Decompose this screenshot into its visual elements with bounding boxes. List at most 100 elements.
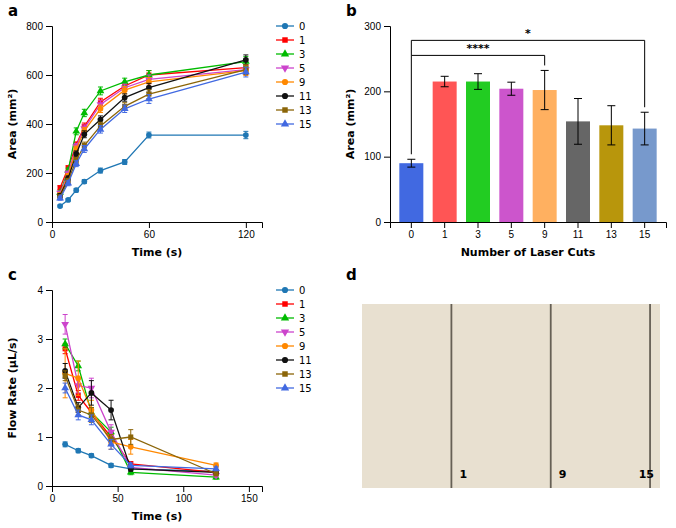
error-bar bbox=[109, 463, 114, 467]
series bbox=[56, 67, 250, 200]
axis-line bbox=[384, 27, 391, 223]
tick-label: 0 bbox=[37, 217, 43, 228]
point bbox=[107, 440, 115, 447]
tick-mark bbox=[511, 222, 512, 228]
error-bar bbox=[122, 94, 127, 101]
x-axis: 01359111315 bbox=[391, 222, 667, 240]
tick: 60 bbox=[144, 222, 156, 240]
point bbox=[121, 77, 129, 84]
cut-line bbox=[450, 304, 452, 488]
legend-marker bbox=[281, 66, 289, 73]
legend-marker bbox=[282, 79, 288, 85]
tick-mark bbox=[384, 91, 390, 92]
bar bbox=[466, 82, 490, 222]
point bbox=[88, 390, 94, 396]
tick-label: 5 bbox=[509, 229, 515, 240]
legend: 01359111315 bbox=[276, 285, 312, 394]
legend-item: 1 bbox=[276, 299, 305, 310]
tick-mark bbox=[644, 222, 645, 228]
tick-label: 120 bbox=[238, 229, 255, 240]
error-bar bbox=[89, 381, 94, 406]
tick: 15 bbox=[639, 222, 651, 240]
tick-label: 200 bbox=[26, 168, 43, 179]
error-bar bbox=[474, 74, 482, 90]
legend-item: 0 bbox=[276, 285, 305, 296]
y-axis-title: Area (mm²) bbox=[344, 89, 357, 159]
error-bar bbox=[407, 159, 415, 167]
panel-label: b bbox=[346, 2, 357, 20]
legend-item: 15 bbox=[276, 383, 312, 394]
y-axis: 0100200300 bbox=[364, 21, 390, 228]
point bbox=[108, 407, 114, 413]
point bbox=[127, 461, 135, 468]
series-line bbox=[65, 373, 216, 465]
point bbox=[214, 471, 219, 476]
point bbox=[145, 95, 153, 102]
error-bar bbox=[243, 55, 248, 65]
tick: 600 bbox=[26, 70, 52, 81]
error-bar bbox=[146, 132, 151, 138]
legend-marker bbox=[282, 23, 288, 29]
legend-item: 11 bbox=[276, 355, 312, 366]
series-line bbox=[60, 70, 246, 197]
tick: 300 bbox=[364, 21, 390, 32]
series bbox=[63, 344, 219, 475]
tick-mark bbox=[611, 222, 612, 228]
tick: 200 bbox=[26, 168, 52, 179]
tick: 0 bbox=[50, 222, 56, 240]
point bbox=[74, 410, 82, 417]
tick-label: 300 bbox=[364, 21, 381, 32]
point bbox=[128, 434, 133, 439]
point bbox=[72, 127, 80, 134]
significance-label: **** bbox=[466, 42, 489, 55]
cut-line bbox=[550, 304, 552, 488]
legend-item: 9 bbox=[276, 77, 305, 88]
error-bar bbox=[63, 371, 68, 381]
point bbox=[65, 197, 71, 203]
point bbox=[122, 87, 128, 93]
legend-label: 13 bbox=[299, 105, 312, 116]
tick-label: 3 bbox=[475, 229, 481, 240]
tick: 0 bbox=[37, 217, 52, 228]
legend-item: 9 bbox=[276, 341, 305, 352]
y-axis: 0200400600800 bbox=[26, 21, 52, 228]
point bbox=[56, 194, 64, 201]
x-axis-title: Time (s) bbox=[132, 510, 183, 523]
tick-label: 100 bbox=[175, 493, 192, 504]
point bbox=[75, 375, 81, 381]
tick-mark bbox=[384, 26, 390, 27]
legend-marker bbox=[281, 119, 289, 126]
axis-line bbox=[53, 223, 263, 229]
tick-mark bbox=[46, 26, 52, 27]
error-bar bbox=[109, 400, 114, 420]
tick: 0 bbox=[37, 481, 52, 492]
y-axis: 01234 bbox=[37, 285, 52, 492]
error-bar bbox=[541, 70, 549, 109]
point bbox=[61, 339, 69, 346]
legend-marker bbox=[282, 357, 288, 363]
point bbox=[242, 68, 250, 75]
tick: 0 bbox=[409, 222, 415, 240]
tick: 150 bbox=[241, 486, 258, 504]
legend-label: 13 bbox=[299, 369, 312, 380]
legend-item: 5 bbox=[276, 327, 305, 338]
legend-item: 5 bbox=[276, 63, 305, 74]
panel: 0601200200400600800Time (s)Area (mm²)a01… bbox=[6, 2, 312, 259]
point bbox=[121, 104, 129, 111]
point bbox=[88, 415, 96, 422]
legend-label: 1 bbox=[299, 35, 305, 46]
legend-label: 5 bbox=[299, 63, 305, 74]
legend-label: 1 bbox=[299, 299, 305, 310]
legend-marker bbox=[282, 287, 288, 293]
series bbox=[57, 66, 249, 198]
tick-label: 800 bbox=[26, 21, 43, 32]
x-axis-title: Number of Laser Cuts bbox=[461, 246, 596, 259]
series bbox=[56, 65, 250, 198]
legend-marker bbox=[282, 371, 287, 376]
series-line bbox=[65, 371, 216, 472]
legend-item: 3 bbox=[276, 313, 305, 324]
tick-mark bbox=[578, 222, 579, 228]
tick-label: 0 bbox=[50, 493, 56, 504]
tick-mark bbox=[46, 388, 52, 389]
tick-mark bbox=[46, 173, 52, 174]
